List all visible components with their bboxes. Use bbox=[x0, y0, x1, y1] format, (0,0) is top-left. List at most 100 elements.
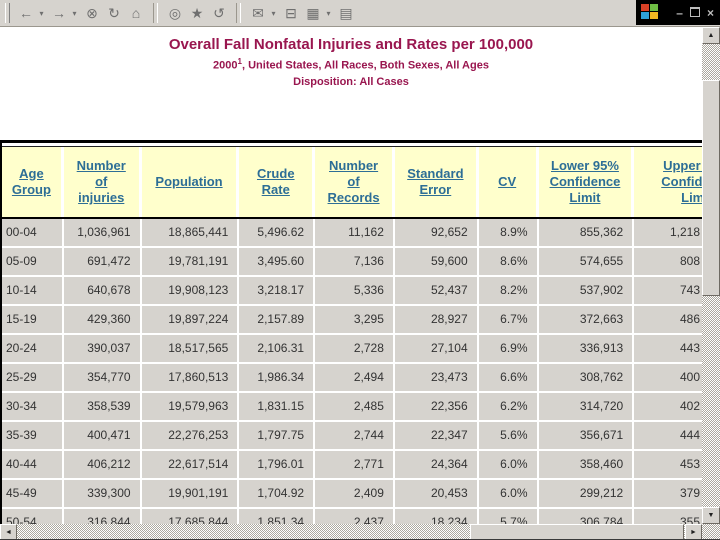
page-content: Overall Fall Nonfatal Injuries and Rates… bbox=[0, 27, 702, 524]
column-header-cv[interactable]: CV bbox=[478, 147, 539, 217]
column-header-upper-95-confidence-limit[interactable]: Upper 95% Confidence Limit bbox=[634, 147, 702, 217]
cell: 574,655 bbox=[538, 248, 635, 277]
row-label: 40-44 bbox=[2, 451, 64, 480]
cell: 22,347 bbox=[394, 422, 479, 451]
cell: 19,901,191 bbox=[141, 480, 240, 509]
minimize-button[interactable]: – bbox=[676, 5, 683, 20]
cell: 92,652 bbox=[394, 219, 479, 248]
cell: 339,300 bbox=[63, 480, 142, 509]
column-header-population[interactable]: Population bbox=[141, 147, 240, 217]
column-header-link[interactable]: CV bbox=[498, 173, 517, 189]
mail-dropdown[interactable]: ▾ bbox=[271, 8, 276, 18]
horizontal-scrollbar-thumb[interactable] bbox=[470, 524, 684, 540]
mail-button[interactable]: ✉ bbox=[247, 2, 269, 24]
cell: 1,218 bbox=[634, 219, 702, 248]
cell: 743 bbox=[634, 277, 702, 306]
column-header-link[interactable]: Age Group bbox=[11, 165, 51, 197]
column-header-link[interactable]: Crude Rate bbox=[256, 165, 295, 197]
cell: 3,495.60 bbox=[239, 248, 316, 277]
back-dropdown[interactable]: ▾ bbox=[39, 8, 44, 18]
scroll-down-button[interactable]: ▼ bbox=[702, 507, 720, 524]
cell: 6.7% bbox=[478, 306, 539, 335]
column-header-link[interactable]: Lower 95% Confidence Limit bbox=[549, 157, 621, 206]
restore-button[interactable] bbox=[689, 6, 700, 19]
cell: 406,212 bbox=[63, 451, 142, 480]
page-title: Overall Fall Nonfatal Injuries and Rates… bbox=[168, 36, 534, 53]
cell: 316,844 bbox=[63, 509, 142, 524]
search-button[interactable]: ◎ bbox=[164, 2, 186, 24]
print-button[interactable]: ⊟ bbox=[280, 2, 302, 24]
column-header-number-of-records[interactable]: Number of Records bbox=[315, 147, 395, 217]
cell: 306,784 bbox=[538, 509, 635, 524]
home-icon: ⌂ bbox=[131, 5, 141, 21]
forward-dropdown[interactable]: ▾ bbox=[72, 8, 77, 18]
cell: 402 bbox=[634, 393, 702, 422]
back-icon: ← bbox=[19, 5, 33, 21]
back-button[interactable]: ← bbox=[15, 2, 37, 24]
cell: 2,485 bbox=[315, 393, 395, 422]
row-label: 35-39 bbox=[2, 422, 64, 451]
home-button[interactable]: ⌂ bbox=[125, 2, 147, 24]
column-header-lower-95-confidence-limit[interactable]: Lower 95% Confidence Limit bbox=[538, 147, 635, 217]
restore-icon bbox=[689, 6, 700, 17]
vertical-scrollbar[interactable]: ▲ ▼ bbox=[702, 27, 720, 524]
discuss-icon: ▤ bbox=[339, 5, 353, 21]
browser-toolbar: ← ▾ → ▾ ⊗ ↻ ⌂ ◎ ★ ↺ ✉ ▾ ⊟ ▦ ▾ ▤ bbox=[0, 0, 720, 27]
scrollbar-corner bbox=[702, 524, 720, 540]
forward-button[interactable]: → bbox=[48, 2, 70, 24]
history-button[interactable]: ↺ bbox=[208, 2, 230, 24]
toolbar-grip[interactable] bbox=[5, 3, 10, 23]
edit-button[interactable]: ▦ bbox=[302, 2, 324, 24]
stop-button[interactable]: ⊗ bbox=[81, 2, 103, 24]
column-header-crude-rate[interactable]: Crude Rate bbox=[239, 147, 316, 217]
cell: 358,539 bbox=[63, 393, 142, 422]
column-header-age-group[interactable]: Age Group bbox=[2, 147, 64, 217]
stop-icon: ⊗ bbox=[86, 5, 98, 21]
cell: 691,472 bbox=[63, 248, 142, 277]
cell: 19,579,963 bbox=[141, 393, 240, 422]
cell: 1,831.15 bbox=[239, 393, 316, 422]
cell: 19,908,123 bbox=[141, 277, 240, 306]
cell: 8.6% bbox=[478, 248, 539, 277]
row-label: 15-19 bbox=[2, 306, 64, 335]
column-header-link[interactable]: Standard Error bbox=[407, 165, 464, 197]
print-icon: ⊟ bbox=[285, 5, 297, 21]
scroll-right-button[interactable]: ► bbox=[685, 524, 702, 540]
toolbar-separator bbox=[153, 3, 158, 23]
discuss-button[interactable]: ▤ bbox=[335, 2, 357, 24]
column-header-number-of-injuries[interactable]: Number of injuries bbox=[63, 147, 142, 217]
table-row-45-49: 45-49 339,300 19,901,191 1,704.92 2,409 20,45… bbox=[2, 480, 702, 509]
footnote-marker: 1 bbox=[237, 57, 242, 66]
row-label: 20-24 bbox=[2, 335, 64, 364]
cell: 299,212 bbox=[538, 480, 635, 509]
cell: 354,770 bbox=[63, 364, 142, 393]
scroll-up-button[interactable]: ▲ bbox=[702, 27, 720, 44]
cell: 19,897,224 bbox=[141, 306, 240, 335]
table-row-20-24: 20-24 390,037 18,517,565 2,106.31 2,728 27,10… bbox=[2, 335, 702, 364]
row-label: 50-54 bbox=[2, 509, 64, 524]
refresh-button[interactable]: ↻ bbox=[103, 2, 125, 24]
cell: 336,913 bbox=[538, 335, 635, 364]
cell: 6.6% bbox=[478, 364, 539, 393]
cell: 6.9% bbox=[478, 335, 539, 364]
column-header-link[interactable]: Number of injuries bbox=[76, 157, 126, 206]
cell: 7,136 bbox=[315, 248, 395, 277]
windows-logo-icon bbox=[641, 4, 660, 21]
cell: 443 bbox=[634, 335, 702, 364]
column-header-standard-error[interactable]: Standard Error bbox=[394, 147, 479, 217]
titlebar-corner: – × bbox=[636, 0, 720, 25]
cell: 2,106.31 bbox=[239, 335, 316, 364]
vertical-scrollbar-thumb[interactable] bbox=[702, 80, 720, 296]
scroll-left-button[interactable]: ◄ bbox=[0, 524, 17, 540]
column-header-link[interactable]: Upper 95% Confidence Limit bbox=[661, 157, 702, 206]
mail-icon: ✉ bbox=[252, 5, 264, 21]
cell: 5.7% bbox=[478, 509, 539, 524]
favorites-button[interactable]: ★ bbox=[186, 2, 208, 24]
table-top-gap bbox=[2, 143, 702, 146]
horizontal-scrollbar[interactable]: ◄ ► bbox=[0, 524, 702, 540]
column-header-link[interactable]: Population bbox=[155, 173, 223, 189]
edit-dropdown[interactable]: ▾ bbox=[326, 8, 331, 18]
search-icon: ◎ bbox=[168, 5, 182, 21]
column-header-link[interactable]: Number of Records bbox=[327, 157, 380, 206]
close-button[interactable]: × bbox=[706, 5, 714, 20]
